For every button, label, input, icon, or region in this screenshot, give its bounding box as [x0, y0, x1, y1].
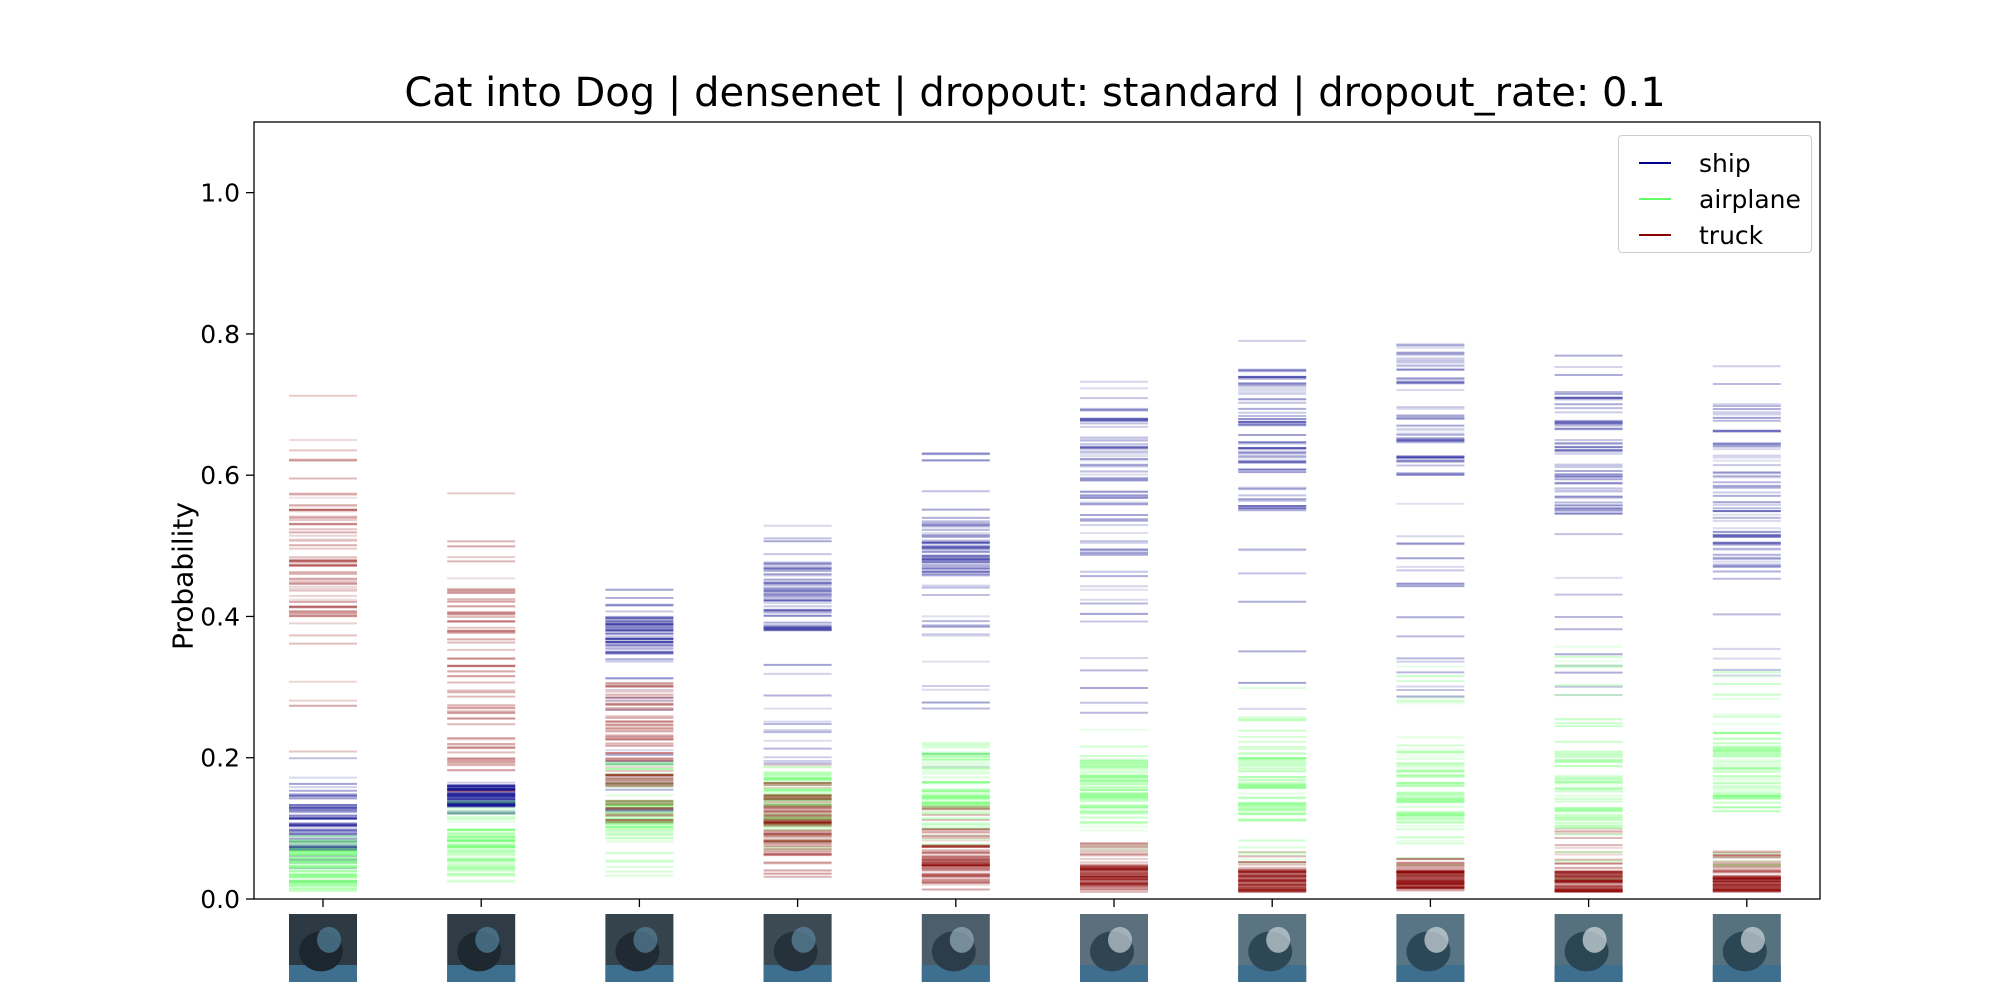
thumbnail-animal-face: [633, 926, 658, 953]
x-tick-image: [1396, 914, 1465, 982]
plot-frame: [253, 121, 1821, 900]
chart-title: Cat into Dog | densenet | dropout: stand…: [404, 70, 1666, 116]
thumbnail-animal-face: [475, 926, 500, 953]
y-tick-label: 0.8: [200, 320, 240, 349]
legend-item-truck: truck: [1619, 218, 1811, 254]
x-tick-image: [1554, 914, 1623, 982]
thumbnail-floor: [1080, 965, 1148, 982]
probability-marks: [289, 339, 1781, 893]
x-tick-image: [447, 914, 516, 982]
x-tick-image: [1080, 914, 1148, 982]
x-tick-image: [605, 914, 674, 982]
legend-label-ship: ship: [1699, 149, 1751, 178]
y-tick-label: 0.6: [200, 461, 240, 490]
thumbnail-floor: [1554, 965, 1623, 982]
legend: ship airplane truck: [1618, 135, 1812, 253]
legend-swatch-ship: [1639, 162, 1671, 164]
thumbnail-floor: [447, 965, 516, 982]
thumbnail-animal-face: [1582, 926, 1607, 953]
x-tick-image: [1238, 914, 1307, 982]
legend-label-truck: truck: [1699, 221, 1764, 250]
legend-swatch-airplane: [1639, 198, 1671, 200]
thumbnail-animal-face: [1740, 926, 1765, 953]
thumbnail-animal-face: [1424, 926, 1449, 953]
x-tick-image: [763, 914, 832, 982]
x-tick-image: [1712, 914, 1781, 982]
thumbnail-animal-face: [1266, 926, 1291, 953]
thumbnail-floor: [763, 965, 832, 982]
legend-item-airplane: airplane: [1619, 182, 1811, 218]
legend-label-airplane: airplane: [1699, 185, 1801, 214]
legend-swatch-truck: [1639, 234, 1671, 236]
thumbnail-animal-face: [1108, 926, 1132, 953]
thumbnail-floor: [605, 965, 674, 982]
legend-item-ship: ship: [1619, 146, 1811, 182]
thumbnail-floor: [1712, 965, 1781, 982]
thumbnail-animal-face: [317, 926, 341, 953]
y-tick-label: 0.0: [200, 885, 240, 914]
y-tick-label: 0.2: [200, 744, 240, 773]
x-tick-image: [289, 914, 357, 982]
y-tick-label: 1.0: [200, 179, 240, 208]
thumbnail-floor: [921, 965, 990, 982]
x-tick-image: [921, 914, 990, 982]
y-axis-label: Probability: [166, 501, 200, 651]
thumbnail-floor: [1238, 965, 1307, 982]
y-tick-label: 0.4: [200, 602, 240, 631]
thumbnail-animal-face: [949, 926, 974, 953]
thumbnail-floor: [1396, 965, 1465, 982]
thumbnail-animal-face: [791, 926, 816, 953]
thumbnail-floor: [289, 965, 357, 982]
